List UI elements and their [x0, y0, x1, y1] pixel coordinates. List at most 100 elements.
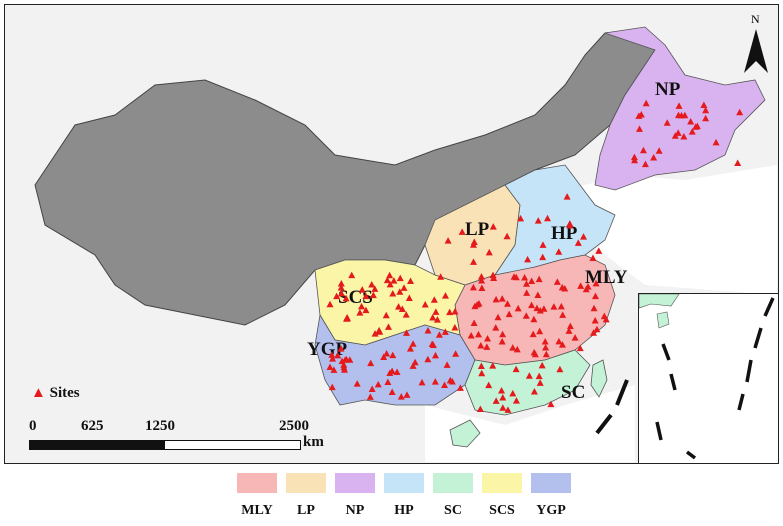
scale-bar: 0 625 1250 2500 km — [29, 418, 329, 458]
site-marker — [356, 309, 364, 316]
site-marker — [441, 381, 449, 389]
site-marker — [528, 277, 536, 285]
scale-tick-2500: 2500 — [279, 418, 309, 434]
site-marker — [444, 237, 452, 244]
site-marker — [328, 351, 336, 358]
site-marker — [382, 311, 390, 319]
legend-swatch — [335, 473, 375, 493]
site-marker — [631, 156, 639, 164]
site-marker — [680, 132, 688, 140]
site-marker — [630, 153, 638, 161]
site-marker — [556, 365, 564, 373]
site-marker — [329, 355, 337, 362]
site-marker — [477, 273, 485, 280]
site-marker — [451, 308, 459, 315]
site-marker — [582, 285, 590, 293]
site-marker — [590, 304, 598, 312]
site-marker — [544, 214, 552, 222]
site-marker — [386, 271, 394, 279]
site-marker — [333, 292, 341, 300]
legend-swatch — [433, 473, 473, 493]
site-marker — [565, 327, 573, 334]
site-marker — [386, 280, 394, 288]
site-marker — [383, 349, 391, 357]
site-marker — [693, 122, 701, 130]
legend-swatch — [482, 473, 522, 493]
site-marker — [429, 341, 437, 349]
site-marker — [503, 232, 511, 240]
site-marker — [531, 350, 539, 358]
site-marker — [393, 368, 401, 375]
site-marker — [591, 292, 599, 300]
sites-layer — [326, 99, 744, 413]
site-marker — [358, 286, 366, 293]
label-sc: SC — [561, 382, 585, 403]
site-marker — [512, 273, 520, 281]
site-marker — [390, 277, 398, 284]
site-marker — [590, 329, 598, 336]
site-marker — [470, 258, 478, 265]
site-marker — [446, 308, 454, 316]
site-marker — [406, 345, 414, 352]
north-arrow: N — [738, 11, 774, 81]
site-marker — [485, 248, 493, 256]
site-marker — [366, 393, 374, 400]
site-marker — [424, 355, 432, 363]
site-marker — [675, 102, 683, 109]
site-marker — [542, 350, 550, 358]
site-marker — [429, 313, 437, 321]
south-china-sea-inset — [638, 293, 778, 463]
site-marker — [337, 345, 345, 352]
site-marker — [499, 330, 507, 338]
sea-area — [565, 165, 777, 295]
legend-item-lp: LP — [285, 473, 327, 519]
legend-swatch — [531, 473, 571, 493]
site-marker — [374, 380, 382, 388]
site-marker — [431, 378, 439, 385]
site-marker — [547, 400, 555, 408]
site-marker — [358, 302, 366, 310]
region-sc-island — [449, 419, 481, 448]
site-marker — [467, 332, 475, 339]
site-marker — [517, 214, 525, 222]
site-marker — [566, 221, 574, 229]
site-marker — [470, 319, 478, 327]
site-marker — [484, 334, 492, 342]
site-marker — [494, 313, 502, 321]
site-marker — [386, 369, 394, 376]
scale-tick-625: 625 — [81, 418, 104, 434]
site-marker — [341, 356, 349, 363]
site-marker — [541, 337, 549, 345]
legend-item-sc: SC — [432, 473, 474, 519]
site-marker — [712, 138, 720, 146]
legend-label: SCS — [489, 503, 515, 518]
legend-label: LP — [297, 503, 315, 518]
legend-swatch — [237, 473, 277, 493]
site-marker — [402, 311, 410, 318]
site-marker — [476, 405, 484, 413]
site-marker — [452, 350, 460, 357]
site-marker — [474, 330, 482, 338]
site-marker — [563, 193, 571, 200]
site-marker — [489, 362, 497, 369]
site-marker — [539, 253, 547, 261]
site-marker — [348, 271, 356, 279]
site-marker — [540, 305, 548, 312]
site-marker — [330, 366, 338, 373]
site-marker — [534, 217, 542, 224]
site-marker — [525, 372, 533, 379]
taiwan-island — [590, 359, 608, 398]
scale-unit: km — [303, 434, 324, 450]
site-marker — [702, 114, 710, 122]
site-marker — [400, 284, 408, 291]
site-marker — [504, 300, 512, 307]
site-marker — [576, 344, 584, 352]
site-marker — [346, 356, 354, 363]
site-marker — [499, 404, 507, 411]
site-marker — [512, 365, 520, 373]
site-marker — [524, 255, 532, 263]
site-marker — [405, 294, 413, 302]
site-marker — [557, 302, 565, 310]
site-marker — [470, 238, 478, 245]
site-marker — [566, 322, 574, 330]
